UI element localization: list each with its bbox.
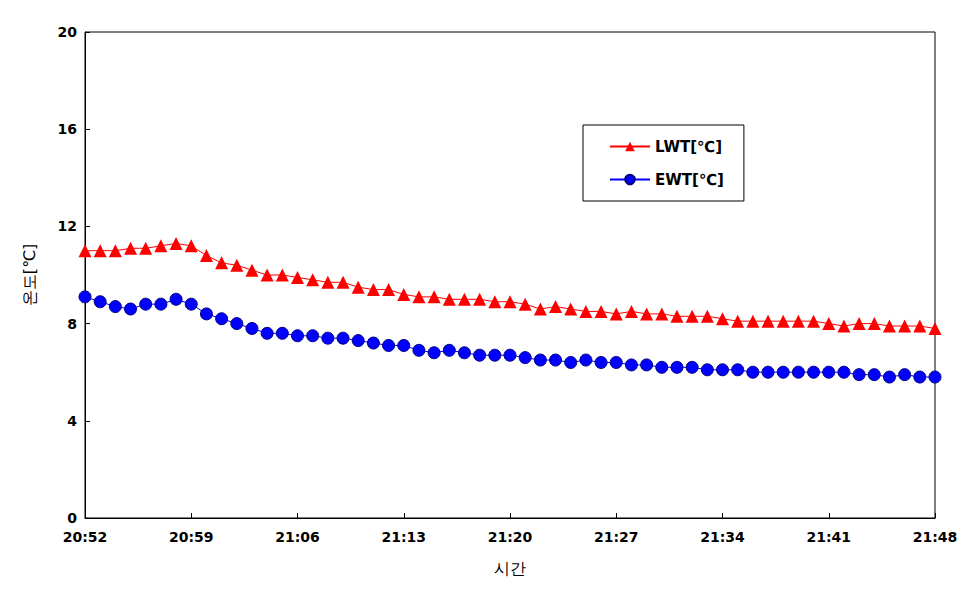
svg-text:21:27: 21:27 (594, 529, 639, 545)
svg-text:12: 12 (58, 218, 77, 234)
svg-text:21:20: 21:20 (488, 529, 533, 545)
svg-text:LWT[℃]: LWT[℃] (655, 138, 722, 156)
svg-text:온도[℃]: 온도[℃] (20, 244, 39, 306)
svg-text:21:06: 21:06 (275, 529, 320, 545)
svg-text:21:48: 21:48 (913, 529, 958, 545)
svg-text:16: 16 (58, 121, 77, 137)
svg-text:0: 0 (67, 510, 77, 526)
svg-text:8: 8 (67, 316, 77, 332)
svg-text:4: 4 (67, 413, 77, 429)
svg-text:EWT[℃]: EWT[℃] (655, 171, 724, 189)
svg-text:시간: 시간 (494, 559, 526, 578)
svg-text:21:34: 21:34 (700, 529, 745, 545)
svg-text:21:13: 21:13 (381, 529, 426, 545)
svg-text:20:59: 20:59 (169, 529, 214, 545)
svg-text:20:52: 20:52 (63, 529, 108, 545)
svg-text:21:41: 21:41 (806, 529, 851, 545)
svg-text:20: 20 (58, 24, 78, 40)
